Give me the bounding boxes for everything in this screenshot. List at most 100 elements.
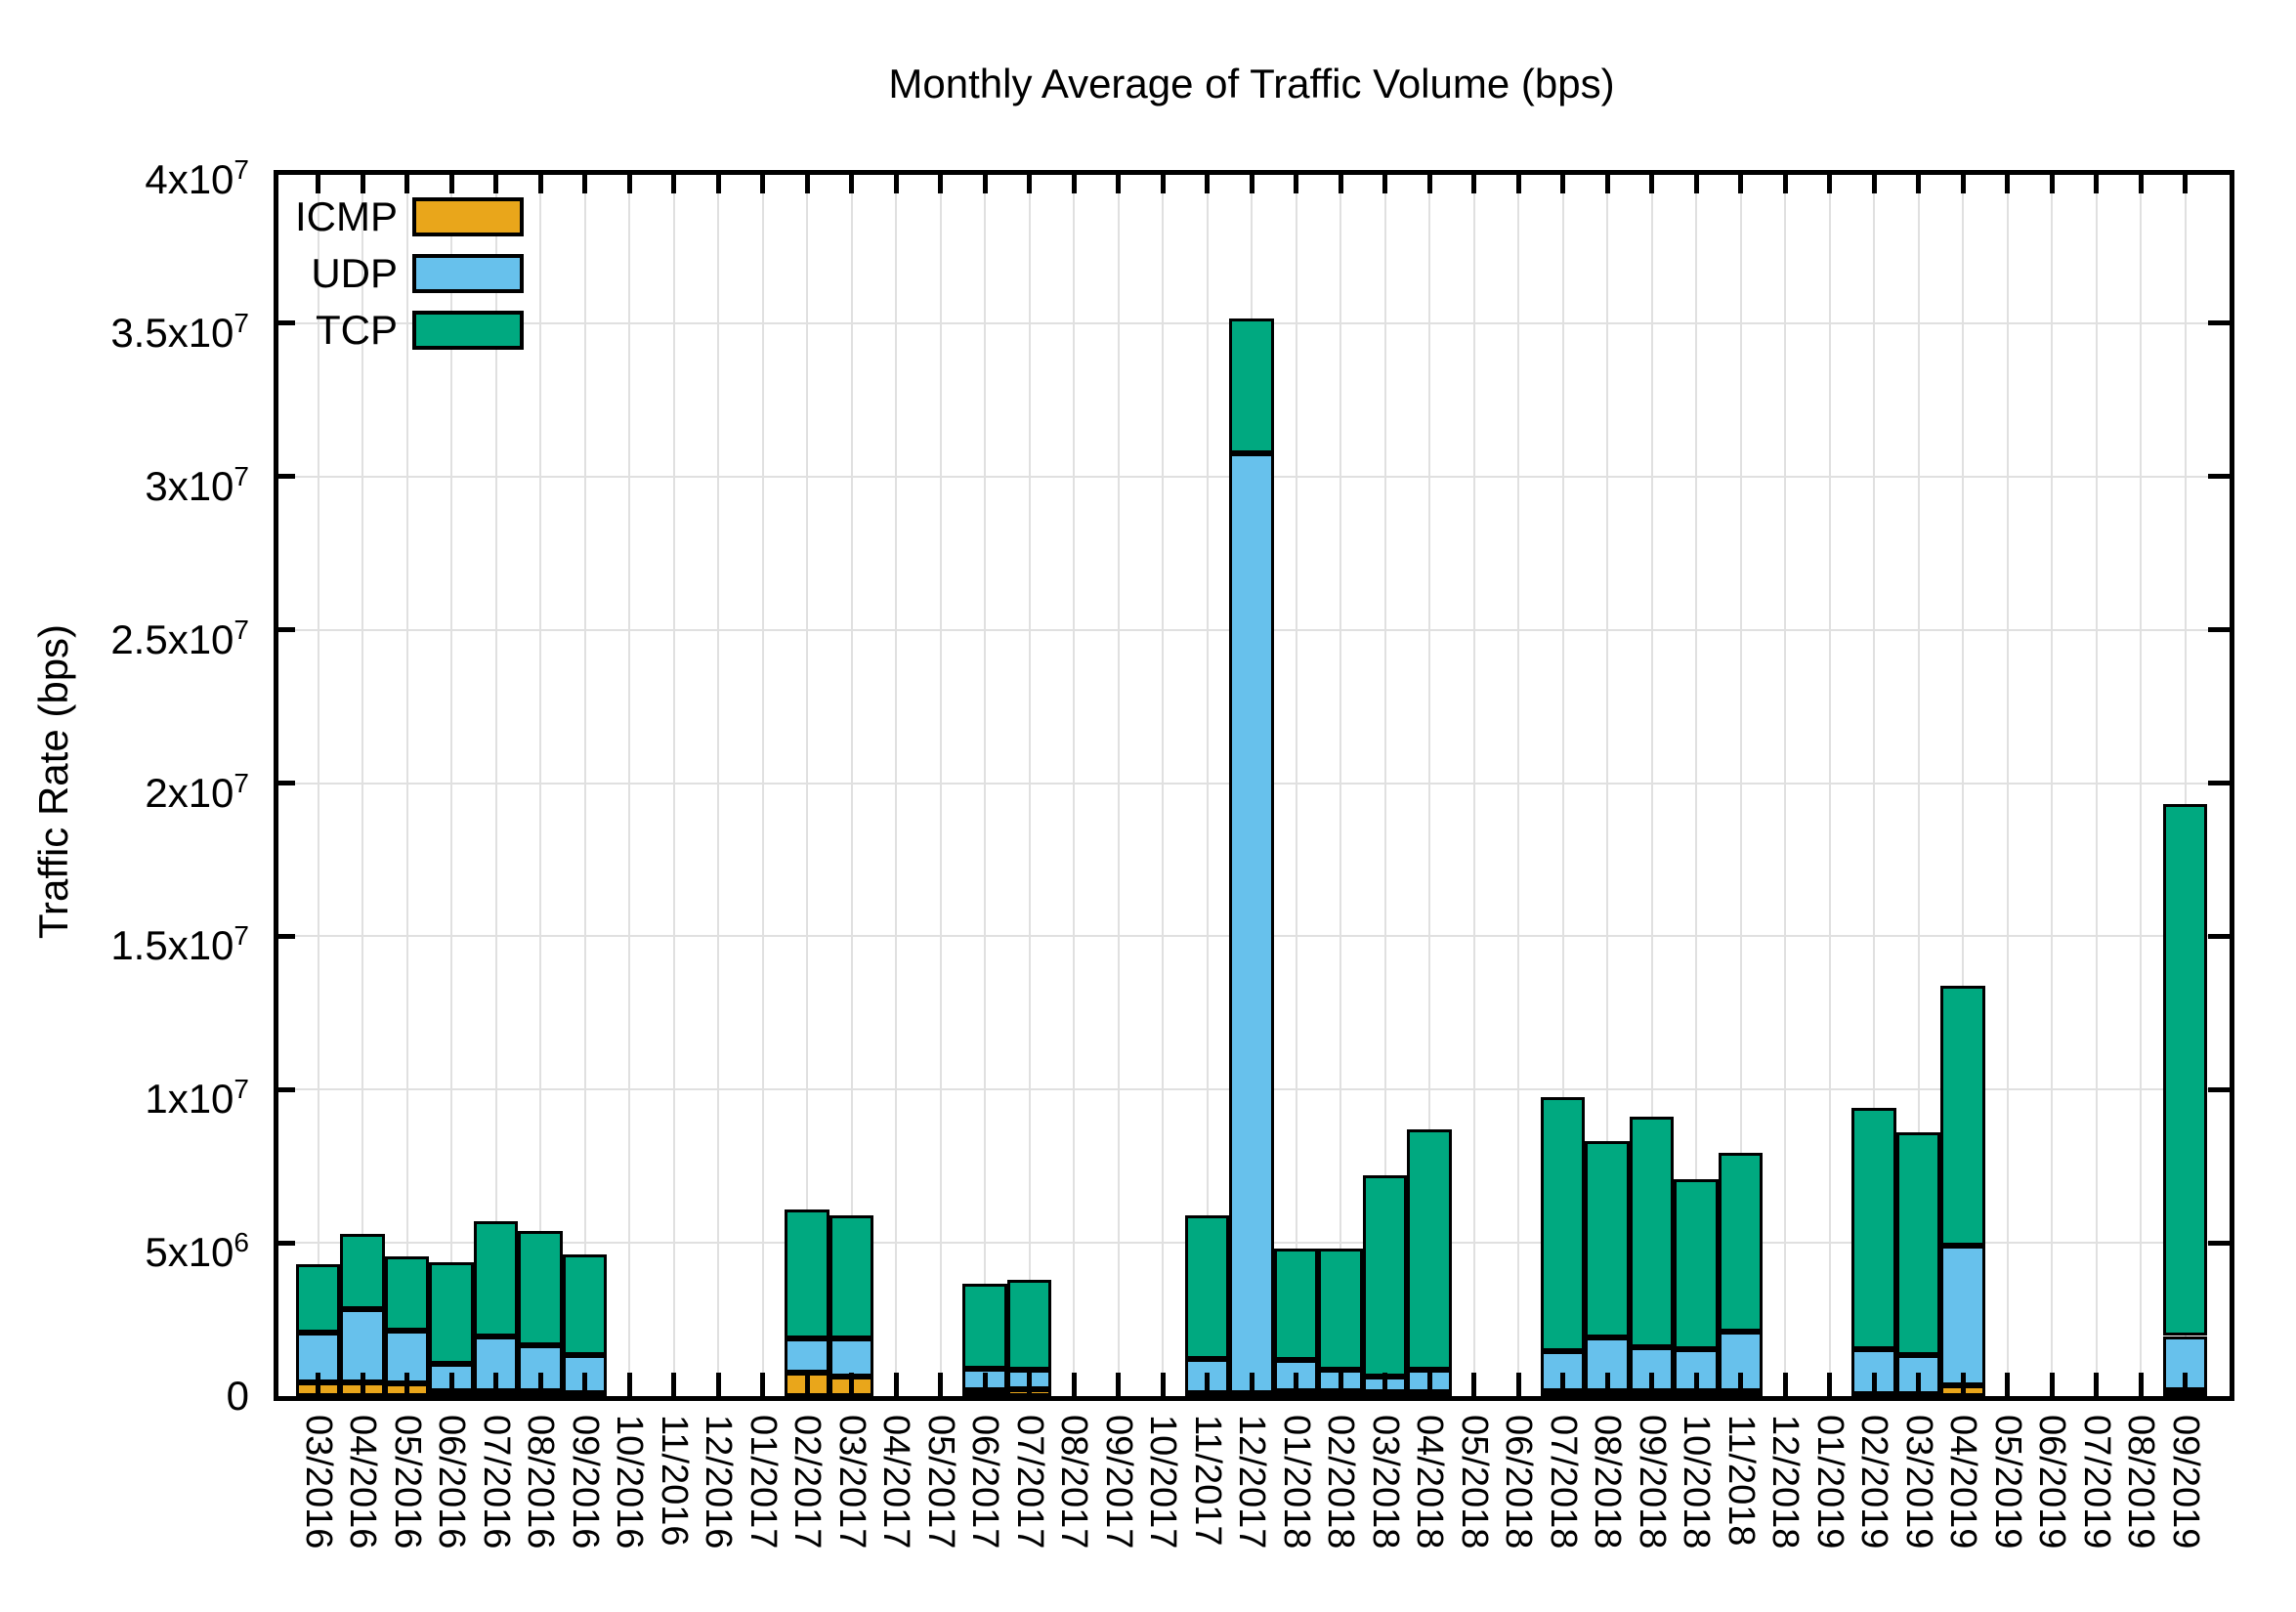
x-tick-label: 08/2017 [1053,1415,1094,1549]
gridline-v [984,170,986,1396]
bar-segment-tcp [1895,1132,1941,1355]
x-tick-label: 04/2019 [1942,1415,1983,1549]
bar-segment-tcp [473,1221,519,1336]
x-tick-mark [1160,1373,1166,1396]
x-tick-label: 11/2018 [1720,1415,1762,1547]
y-tick-mark [2208,474,2230,480]
x-tick-mark [1871,170,1877,193]
x-tick-label: 11/2017 [1186,1415,1228,1547]
x-tick-label: 09/2018 [1631,1415,1673,1549]
x-tick-mark [1782,1373,1788,1396]
x-tick-mark [316,170,320,193]
x-tick-mark [1649,1373,1654,1396]
bar-segment-tcp [1318,1249,1363,1370]
bar-segment-tcp [2162,804,2208,1336]
y-tick-label: 3x107 [145,460,249,509]
x-tick-label: 01/2019 [1808,1415,1850,1549]
y-tick-label: 1x107 [145,1074,249,1123]
bar-segment-tcp [518,1231,563,1346]
y-tick-mark [2208,781,2230,785]
bar-segment-udp [785,1337,829,1374]
x-tick-mark [804,1373,810,1396]
x-tick-label: 06/2017 [964,1415,1005,1549]
bar-segment-tcp [384,1256,430,1332]
x-tick-label: 04/2018 [1409,1415,1450,1549]
x-tick-mark [1738,1373,1743,1396]
bar-segment-tcp [1184,1214,1230,1360]
x-tick-label: 08/2018 [1587,1415,1628,1549]
gridline-v [1472,170,1475,1396]
x-tick-mark [1071,170,1077,193]
x-tick-mark [537,170,543,193]
x-tick-mark [893,170,899,193]
x-tick-mark [1426,1373,1432,1396]
x-tick-mark [671,1373,676,1396]
gridline-v [583,170,586,1396]
x-tick-label: 09/2017 [1097,1415,1139,1549]
x-tick-label: 03/2016 [297,1415,339,1549]
gridline-v [1028,170,1031,1396]
x-tick-mark [360,170,365,193]
x-tick-mark [2183,170,2188,193]
x-tick-mark [1249,170,1254,193]
gridline-v [1339,170,1341,1396]
gridline-v [1117,170,1120,1396]
x-tick-mark [1338,1373,1343,1396]
legend-swatch-udp-icon [412,254,524,293]
bar-segment-tcp [1718,1152,1764,1332]
bar-segment-udp [829,1337,874,1378]
x-tick-label: 04/2016 [342,1415,383,1549]
x-tick-mark [2183,1373,2188,1396]
x-tick-mark [849,170,854,193]
gridline-v [2184,170,2187,1396]
x-tick-mark [804,170,810,193]
y-tick-label: 2.5x107 [110,614,249,662]
gridline-v [1383,170,1386,1396]
legend-swatch-tcp-icon [412,311,524,350]
gridline-v [1206,170,1209,1396]
x-tick-label: 04/2017 [875,1415,916,1549]
x-tick-mark [1116,1373,1121,1396]
x-tick-mark [1205,170,1210,193]
bar-segment-tcp [1629,1117,1675,1348]
x-tick-mark [1738,170,1743,193]
gridline-v [539,170,541,1396]
bar-segment-udp [1585,1337,1630,1392]
bar-segment-tcp [1851,1108,1896,1349]
bar-segment-tcp [1006,1279,1052,1370]
x-tick-label: 10/2018 [1676,1415,1717,1549]
x-tick-label: 01/2018 [1275,1415,1317,1549]
bar-segment-tcp [295,1263,341,1334]
gridline-v [1962,170,1964,1396]
x-tick-mark [404,1373,409,1396]
x-tick-mark [1560,1373,1565,1396]
gridline-v [1606,170,1608,1396]
gridline-v [850,170,853,1396]
gridline-v [405,170,408,1396]
x-tick-mark [2094,170,2099,193]
gridline-v [939,170,942,1396]
bar-segment-tcp [1940,985,1985,1247]
x-tick-mark [1693,170,1699,193]
gridline-v [672,170,675,1396]
x-tick-label: 10/2017 [1142,1415,1183,1549]
x-tick-mark [1294,170,1298,193]
y-tick-mark [2208,627,2230,633]
bar-segment-tcp [1273,1249,1319,1360]
gridline-v [361,170,363,1396]
y-tick-mark [274,1240,295,1246]
gridline-v [1517,170,1519,1396]
bar-segment-tcp [429,1261,474,1364]
x-tick-mark [404,170,409,193]
y-tick-mark [2208,320,2230,326]
x-tick-label: 11/2016 [653,1415,695,1547]
x-tick-mark [2005,1373,2010,1396]
y-tick-label: 3.5x107 [110,307,249,356]
x-tick-mark [1338,170,1343,193]
gridline-v [628,170,630,1396]
x-tick-mark [1960,1373,1966,1396]
gridline-v [450,170,452,1396]
x-tick-label: 08/2019 [2120,1415,2161,1549]
x-tick-mark [760,170,765,193]
x-tick-mark [849,1373,854,1396]
